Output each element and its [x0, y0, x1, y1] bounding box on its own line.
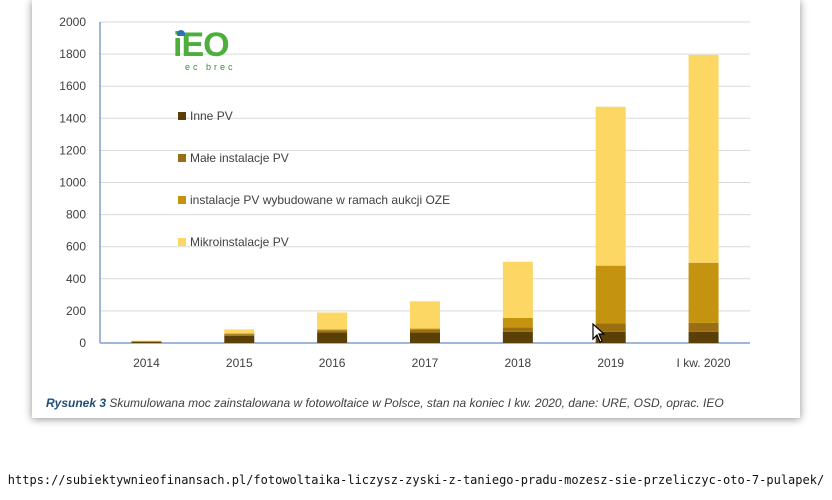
- ieo-logo: iEO ec brec: [173, 28, 263, 78]
- y-tick-label: 800: [66, 208, 86, 222]
- bar-segment: [502, 261, 533, 318]
- bar-segment: [410, 328, 440, 330]
- legend-swatch: [178, 196, 186, 204]
- legend-swatch: [178, 112, 186, 120]
- legend-item: Mikroinstalacje PV: [178, 221, 450, 263]
- y-tick-label: 1400: [59, 111, 86, 125]
- legend-item: Małe instalacje PV: [178, 137, 450, 179]
- bar-segment: [317, 312, 348, 330]
- bar-segment: [224, 335, 255, 343]
- legend-label: Mikroinstalacje PV: [190, 235, 289, 249]
- bar-segment: [688, 262, 719, 323]
- y-tick-label: 1000: [59, 176, 86, 190]
- y-tick-label: 200: [66, 304, 86, 318]
- x-tick-label: 2016: [319, 356, 346, 370]
- chart-card: 0 200 400 600 800 1000 1200 1400 1600 1800 2000 201…: [32, 0, 800, 418]
- bar-segment: [317, 330, 348, 333]
- bar-segment: [595, 331, 626, 343]
- y-tick-label: 600: [66, 240, 86, 254]
- bar-segment: [410, 332, 440, 343]
- legend-label: instalacje PV wybudowane w ramach aukcji…: [190, 193, 451, 207]
- bar-segment: [688, 54, 719, 263]
- bar-segment: [224, 333, 255, 335]
- mouse-cursor-icon: [592, 323, 606, 343]
- caption-label: Rysunek 3: [46, 396, 107, 410]
- bar-segment: [410, 301, 440, 329]
- chart-legend: Inne PV Małe instalacje PV instalacje PV w…: [178, 95, 450, 263]
- bar-segment: [595, 106, 626, 266]
- y-tick-label: 400: [66, 272, 86, 286]
- legend-swatch: [178, 154, 186, 162]
- bar-segment: [688, 322, 719, 332]
- bar-segment: [224, 334, 255, 336]
- y-tick-label: 0: [79, 336, 86, 350]
- bar-segment: [131, 341, 162, 343]
- chart-plot: 0 200 400 600 800 1000 1200 1400 1600 1800 2000 201…: [59, 15, 750, 370]
- legend-item: instalacje PV wybudowane w ramach aukcji…: [178, 179, 450, 221]
- x-tick-label: 2014: [133, 356, 160, 370]
- bar-segment: [410, 329, 440, 333]
- bar-segment: [688, 331, 719, 343]
- x-tick-label: 2018: [505, 356, 532, 370]
- caption-text: Skumulowana moc zainstalowana w fotowolt…: [106, 396, 724, 410]
- bar-segment: [595, 265, 626, 324]
- bar-segment: [224, 329, 255, 334]
- figure-caption: Rysunek 3 Skumulowana moc zainstalowana …: [46, 396, 724, 410]
- legend-swatch: [178, 238, 186, 246]
- logo-subtext: ec brec: [185, 62, 236, 72]
- x-tick-label: 2015: [226, 356, 253, 370]
- bar-segment: [502, 317, 533, 328]
- legend-item: Inne PV: [178, 95, 450, 137]
- legend-label: Inne PV: [190, 109, 233, 123]
- bar-segment: [317, 329, 348, 331]
- x-tick-label: I kw. 2020: [677, 356, 731, 370]
- bar-segment: [317, 332, 348, 343]
- y-tick-label: 1800: [59, 47, 86, 61]
- source-url[interactable]: https://subiektywnieofinansach.pl/fotowo…: [7, 473, 825, 487]
- bar-segment: [502, 327, 533, 332]
- logo-text: iEO: [173, 26, 230, 64]
- legend-label: Małe instalacje PV: [190, 151, 289, 165]
- x-tick-label: 2019: [597, 356, 624, 370]
- bar-segment: [502, 331, 533, 343]
- y-tick-label: 2000: [59, 15, 86, 29]
- y-tick-label: 1600: [59, 79, 86, 93]
- bar-segment: [595, 323, 626, 332]
- x-tick-label: 2017: [412, 356, 439, 370]
- y-tick-label: 1200: [59, 143, 86, 157]
- logo-dot-icon: [177, 30, 185, 36]
